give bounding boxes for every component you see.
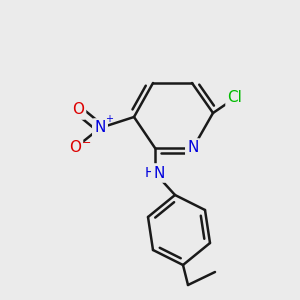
Text: H: H xyxy=(145,166,155,180)
Text: O: O xyxy=(72,103,84,118)
Text: N: N xyxy=(187,140,199,155)
Text: Cl: Cl xyxy=(228,91,242,106)
Text: +: + xyxy=(105,114,113,124)
Text: N: N xyxy=(94,121,106,136)
Text: −: − xyxy=(82,138,92,148)
Text: O: O xyxy=(69,140,81,155)
Text: N: N xyxy=(153,166,165,181)
